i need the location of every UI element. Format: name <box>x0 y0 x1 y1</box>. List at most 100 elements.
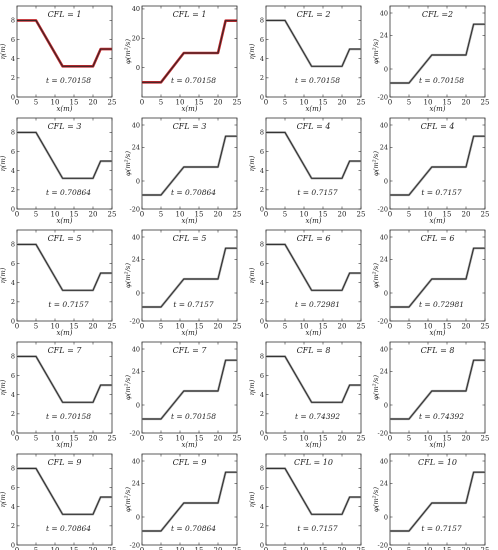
panel-title: CFL = 9 <box>173 458 207 467</box>
x-axis-label: x(m) <box>56 217 72 225</box>
y-tick-label: 0 <box>384 65 388 73</box>
numerical-solution-line <box>266 131 361 179</box>
time-label: t = 0.72981 <box>295 300 340 309</box>
x-tick-label: 0 <box>388 211 392 219</box>
x-tick-label: 0 <box>15 547 19 550</box>
panel-title: CFL = 6 <box>297 234 331 243</box>
x-tick-label: 5 <box>407 547 411 550</box>
x-tick-label: 5 <box>283 435 287 443</box>
x-tick-label: 5 <box>407 323 411 331</box>
y-tick-label: 2 <box>260 74 264 82</box>
x-tick-label: 15 <box>195 323 204 331</box>
x-tick-label: 20 <box>338 323 347 331</box>
x-tick-label: 20 <box>89 323 98 331</box>
y-tick-label: 0 <box>260 317 264 325</box>
y-tick-label: 4 <box>11 391 15 399</box>
x-tick-label: 10 <box>424 435 433 443</box>
y-tick-label: 8 <box>11 17 15 25</box>
y-axis-label: φ(m²/s) <box>124 375 132 400</box>
x-tick-label: 5 <box>159 323 163 331</box>
x-tick-label: 20 <box>214 435 223 443</box>
x-tick-label: 5 <box>159 435 163 443</box>
numerical-solution-line <box>390 471 485 532</box>
panel-title: CFL = 10 <box>294 458 333 467</box>
x-tick-label: 25 <box>357 435 366 443</box>
x-tick-label: 10 <box>424 211 433 219</box>
x-tick-label: 25 <box>233 435 242 443</box>
time-label: t = 0.72981 <box>419 300 464 309</box>
y-axis-label: φ(m²/s) <box>372 487 380 512</box>
numerical-solution-line <box>17 467 112 515</box>
y-tick-label: 4 <box>260 55 264 63</box>
x-tick-label: 15 <box>443 547 452 550</box>
x-tick-label: 25 <box>481 211 490 219</box>
panel-title: CFL =2 <box>422 10 453 19</box>
y-tick-label: -20 <box>378 429 388 437</box>
panel-7-eta: 0 5 10 15 20 25 0 2 4 6 8 x(m) η(m) CFL = 4 t = 0.7157 <box>248 117 365 225</box>
time-label: t = 0.70158 <box>171 412 216 421</box>
plot-frame <box>389 341 486 434</box>
y-tick-label: 6 <box>11 484 15 492</box>
numerical-solution-line <box>266 19 361 67</box>
x-tick-label: 15 <box>443 99 452 107</box>
x-tick-label: 25 <box>481 323 490 331</box>
y-tick-label: 40 <box>132 457 140 465</box>
x-tick-label: 20 <box>338 99 347 107</box>
panel-title: CFL = 4 <box>421 122 455 131</box>
numerical-solution-line <box>17 131 112 179</box>
panel-2-q: 0 5 10 15 20 25 0 20 40 x(m) φ(m²/s) CFL = 1 t = 0.7… <box>124 5 241 113</box>
x-tick-label: 0 <box>264 323 268 331</box>
time-label: t = 0.70864 <box>46 188 91 197</box>
x-tick-label: 20 <box>462 547 471 550</box>
x-tick-label: 15 <box>195 547 204 550</box>
y-tick-label: 0 <box>260 93 264 101</box>
y-tick-label: 4 <box>11 167 15 175</box>
numerical-solution-line <box>142 20 237 83</box>
x-tick-label: 25 <box>108 435 117 443</box>
x-tick-label: 20 <box>214 323 223 331</box>
numerical-solution-line <box>17 355 112 403</box>
x-tick-label: 0 <box>388 547 392 550</box>
plot-frame <box>141 341 238 434</box>
y-tick-label: 0 <box>136 401 140 409</box>
y-tick-label: 24 <box>132 480 140 488</box>
y-tick-label: 4 <box>260 391 264 399</box>
x-tick-label: 10 <box>51 547 60 550</box>
plot-frame <box>389 453 486 546</box>
y-axis-label: η(m) <box>0 155 7 171</box>
y-tick-label: 6 <box>11 260 15 268</box>
y-tick-label: 24 <box>132 368 140 376</box>
y-axis-label: η(m) <box>0 491 7 507</box>
y-tick-label: 2 <box>11 522 15 530</box>
x-tick-label: 5 <box>34 323 38 331</box>
panel-5-eta: 0 5 10 15 20 25 0 2 4 6 8 x(m) η(m) CFL = 3 t = 0.7086… <box>0 117 116 225</box>
panel-title: CFL = 7 <box>173 346 208 355</box>
y-tick-label: 40 <box>132 121 140 129</box>
time-label: t = 0.7157 <box>48 300 89 309</box>
x-tick-label: 10 <box>424 99 433 107</box>
x-tick-label: 20 <box>89 547 98 550</box>
x-tick-label: 0 <box>388 323 392 331</box>
x-axis-label: x(m) <box>181 441 197 449</box>
y-tick-label: 8 <box>11 129 15 137</box>
x-tick-label: 5 <box>159 547 163 550</box>
y-tick-label: -20 <box>378 205 388 213</box>
y-tick-label: 6 <box>260 36 264 44</box>
y-tick-label: -20 <box>130 429 140 437</box>
y-axis-label: φ(m²/s) <box>124 487 132 512</box>
y-tick-label: 24 <box>380 256 388 264</box>
x-tick-label: 10 <box>300 99 309 107</box>
panel-11-eta: 0 5 10 15 20 25 0 2 4 6 8 x(m) η(m) CFL = 6 t = 0.7298… <box>248 229 365 337</box>
numerical-solution-line <box>142 359 237 420</box>
x-tick-label: 15 <box>195 435 204 443</box>
panel-title: CFL = 2 <box>297 10 331 19</box>
x-tick-label: 15 <box>443 435 452 443</box>
y-tick-label: 4 <box>11 503 15 511</box>
numerical-solution-line <box>390 135 485 196</box>
time-label: t = 0.7157 <box>421 188 462 197</box>
x-tick-label: 15 <box>443 211 452 219</box>
